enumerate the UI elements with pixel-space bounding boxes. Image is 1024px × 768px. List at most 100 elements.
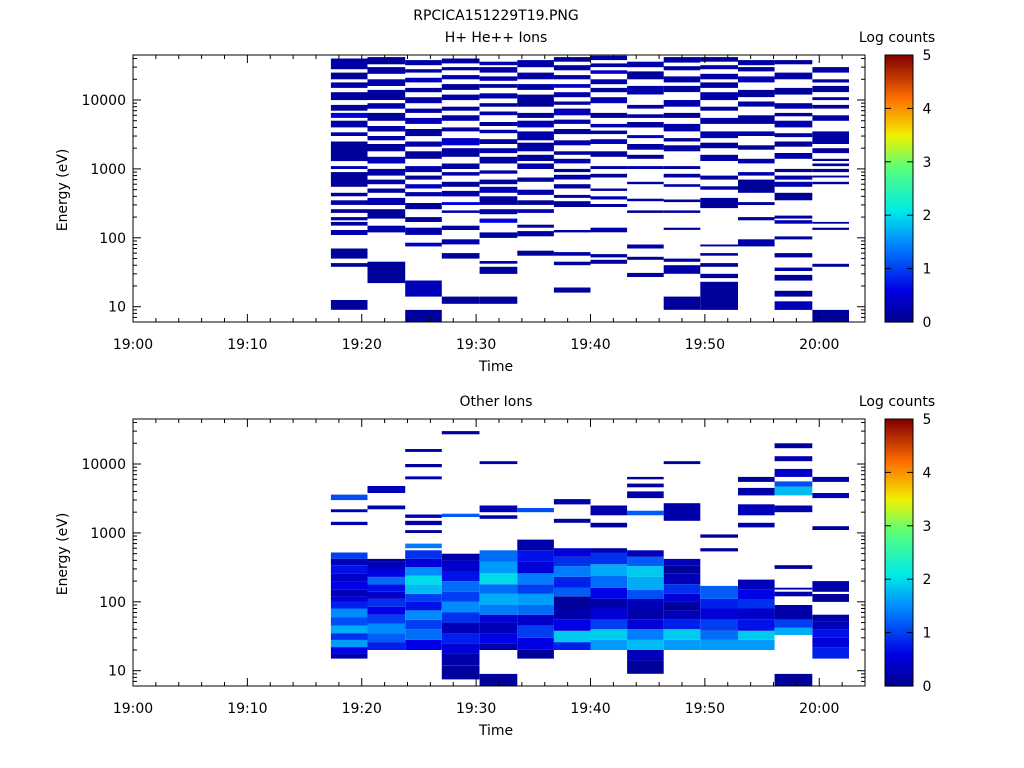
- heatmap-cell: [405, 476, 442, 480]
- heatmap-cell: [627, 608, 664, 620]
- heatmap-cell: [441, 513, 480, 517]
- colorbar-segment: [885, 121, 913, 125]
- colorbar-segment: [885, 273, 913, 276]
- colorbar-segment: [885, 476, 913, 480]
- heatmap-cell: [405, 87, 442, 93]
- heatmap-cell: [627, 61, 664, 68]
- heatmap-cell: [517, 637, 554, 650]
- heatmap-cell: [479, 673, 518, 686]
- colorbar-segment: [885, 250, 913, 254]
- colorbar-segment: [885, 419, 913, 422]
- heatmap-cell: [479, 561, 518, 574]
- heatmap-cell: [812, 115, 849, 121]
- heatmap-cell: [663, 112, 701, 118]
- colorbar-segment: [885, 532, 913, 536]
- colorbar-segment: [885, 623, 913, 627]
- heatmap-cell: [700, 142, 738, 149]
- heatmap-cell: [330, 494, 368, 501]
- heatmap-cell: [405, 203, 442, 210]
- heatmap-cell: [517, 189, 554, 195]
- colorbar-segment: [885, 510, 913, 514]
- heatmap-cell: [330, 221, 368, 226]
- heatmap-cell: [517, 650, 554, 659]
- heatmap-cell: [517, 561, 554, 574]
- colorbar-segment: [885, 112, 913, 116]
- colorbar-segment: [885, 70, 913, 74]
- y-tick-label: 1000: [90, 526, 126, 542]
- heatmap-cell: [700, 117, 738, 124]
- heatmap-cell: [627, 639, 664, 650]
- heatmap-cell: [330, 596, 368, 602]
- heatmap-cell: [627, 135, 664, 139]
- colorbar-segment: [885, 177, 913, 181]
- heatmap-cell: [367, 156, 406, 164]
- colorbar-segment: [885, 681, 913, 685]
- colorbar-segment: [885, 88, 913, 92]
- heatmap-cell: [590, 123, 628, 128]
- heatmap-cell: [517, 94, 554, 107]
- colorbar-segment: [885, 474, 913, 478]
- colorbar-segment: [885, 605, 913, 609]
- colorbar-segment: [885, 427, 913, 431]
- colorbar-segment: [885, 628, 913, 631]
- heatmap-cell: [517, 625, 554, 638]
- heatmap-cell: [627, 181, 664, 185]
- heatmap-cell: [663, 258, 701, 262]
- heatmap-cell: [441, 202, 480, 205]
- colorbar-segment: [885, 277, 913, 281]
- colorbar-segment: [885, 430, 913, 433]
- colorbar-segment: [885, 661, 913, 665]
- heatmap-cell: [774, 587, 813, 590]
- colorbar-segment: [885, 650, 913, 654]
- heatmap-cell: [774, 481, 813, 487]
- heatmap-cell: [700, 599, 738, 609]
- heatmap-cell: [774, 181, 813, 187]
- colorbar-segment: [885, 639, 913, 643]
- heatmap-cell: [441, 84, 480, 90]
- colorbar: 0 1 2 3 4 5: [884, 48, 932, 331]
- heatmap-cell: [441, 581, 480, 592]
- heatmap-cell: [627, 650, 664, 661]
- heatmap-cell: [590, 173, 628, 178]
- colorbar-segment: [885, 144, 913, 147]
- colorbar-segment: [885, 241, 913, 245]
- panel-other-ions: Other Ions Log counts Time Energy (eV) 1…: [55, 394, 935, 739]
- heatmap-cell: [517, 154, 554, 161]
- heatmap-cell: [590, 70, 628, 74]
- heatmap-cell: [367, 126, 406, 132]
- heatmap-cell: [330, 209, 368, 213]
- heatmap-cell: [812, 97, 849, 101]
- heatmap-cell: [700, 131, 738, 139]
- heatmap-cell: [738, 630, 775, 640]
- colorbar-segment: [885, 594, 913, 598]
- heatmap-cell: [774, 505, 813, 513]
- colorbar-segment: [885, 83, 913, 87]
- heatmap-cell: [330, 565, 368, 574]
- x-tick-label: 19:20: [342, 337, 382, 353]
- x-ticks: 19:00 19:10 19:20 19:30 19:40 19:50 20:00: [113, 419, 866, 717]
- colorbar-segment: [885, 425, 913, 429]
- heatmap-cell: [590, 587, 628, 599]
- colorbar-segment: [885, 441, 913, 445]
- heatmap-cell: [663, 639, 701, 650]
- heatmap-cell: [738, 599, 775, 609]
- heatmap-cell: [553, 65, 591, 71]
- heatmap-cell: [663, 210, 701, 213]
- heatmap-cell: [812, 67, 849, 73]
- colorbar-segment: [885, 445, 913, 449]
- heatmap-cell: [774, 627, 813, 635]
- colorbar-segment: [885, 523, 913, 527]
- x-axis-label: Time: [478, 359, 513, 375]
- heatmap-cell: [330, 647, 368, 654]
- heatmap-cell: [774, 87, 813, 95]
- colorbar-segment: [885, 585, 913, 589]
- heatmap-cell: [812, 263, 849, 267]
- heatmap-cell: [590, 130, 628, 135]
- heatmap-cell: [590, 552, 628, 565]
- colorbar-segment: [885, 170, 913, 174]
- heatmap-cell: [553, 168, 591, 173]
- colorbar-segment: [885, 512, 913, 516]
- x-tick-label: 19:40: [570, 701, 610, 717]
- colorbar-tick-label: 3: [923, 519, 932, 535]
